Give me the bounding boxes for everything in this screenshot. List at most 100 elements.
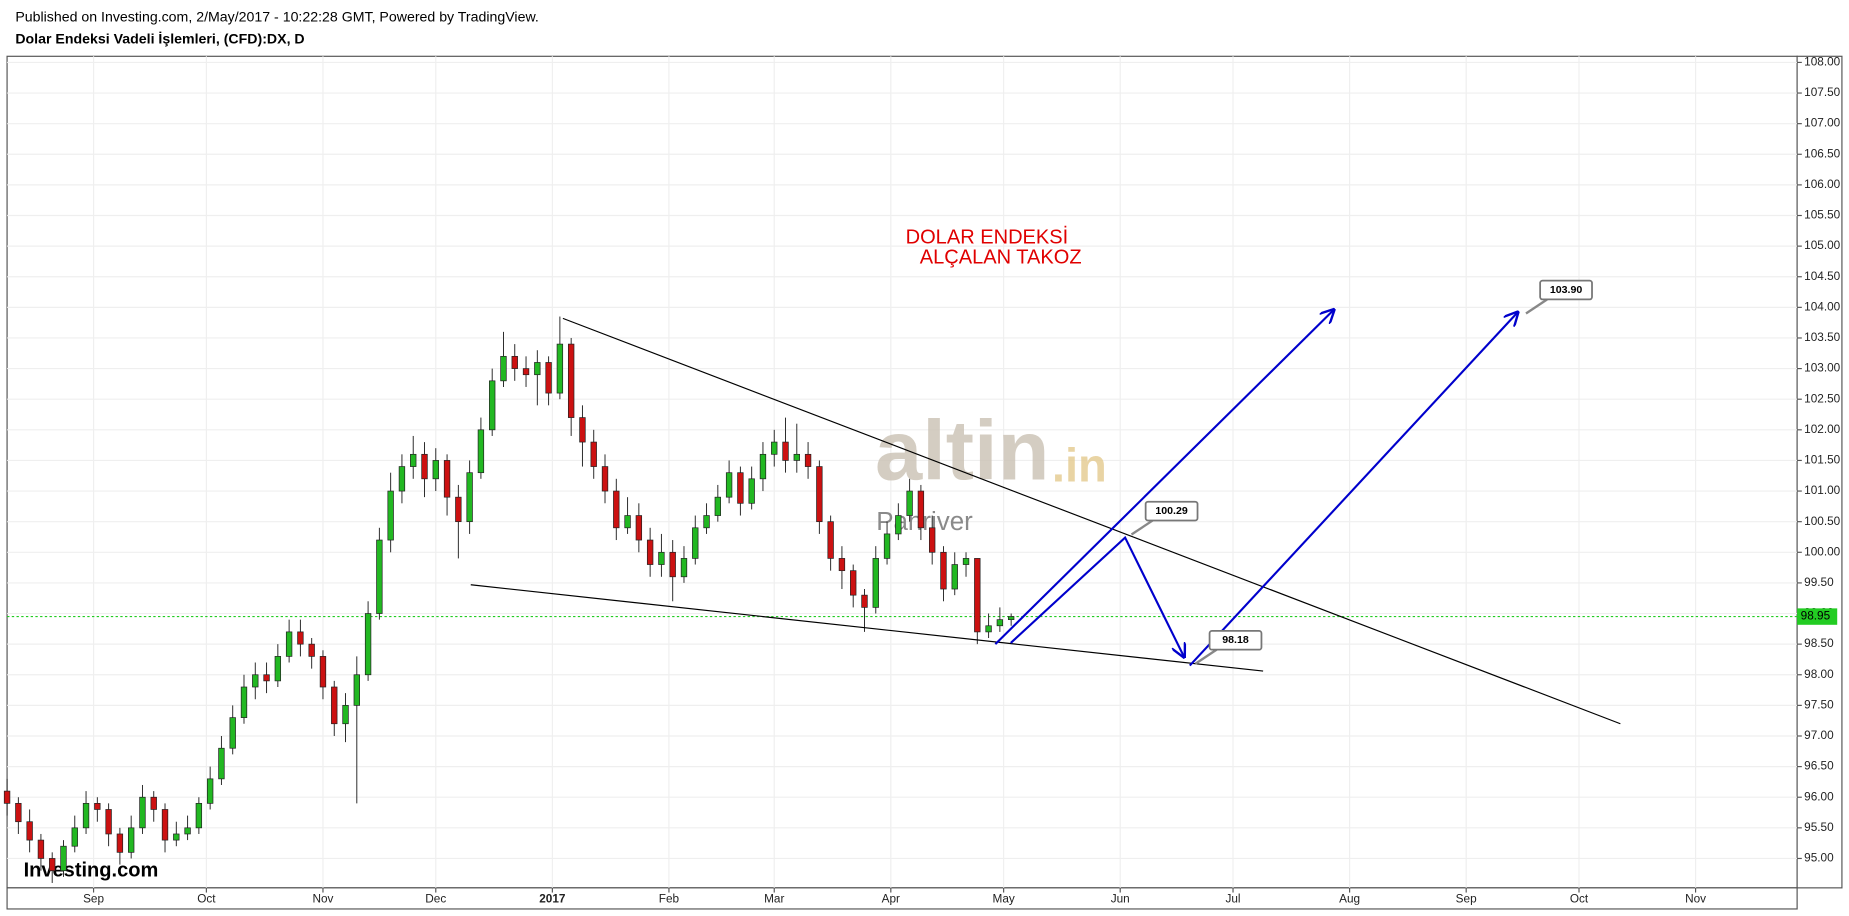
candle-body	[161, 809, 169, 841]
candle-body	[692, 527, 699, 559]
y-tick-label: 98.00	[1804, 668, 1834, 681]
candle-body	[49, 858, 56, 872]
candle-body	[71, 827, 78, 847]
candle-body	[714, 496, 722, 516]
candle-body	[895, 515, 902, 535]
candle-body	[771, 441, 778, 455]
x-tick-label: Dec	[425, 893, 446, 906]
grid	[7, 56, 1798, 888]
arrow	[1189, 312, 1518, 667]
trendline	[562, 317, 1621, 725]
candle-body	[759, 453, 767, 480]
watermark-main: altin	[875, 403, 1050, 498]
time-axis	[6, 887, 1798, 910]
marks: 100.29 98.18 103.90	[3, 279, 1798, 883]
watermark-suffix: .in	[1052, 439, 1107, 492]
candle-body	[319, 656, 327, 688]
candle-body	[94, 802, 101, 810]
candle-body	[455, 496, 462, 523]
candle-body	[646, 539, 654, 565]
candle-body	[353, 674, 360, 706]
candle-body	[793, 453, 800, 461]
candle-body	[116, 833, 124, 853]
trendline	[470, 584, 1264, 672]
x-tick-label: Nov	[1685, 893, 1706, 906]
candle-body	[838, 558, 846, 572]
candle-body	[466, 472, 473, 523]
x-tick-label: Oct	[197, 893, 216, 906]
candle-body	[567, 343, 575, 418]
candle-body	[522, 368, 530, 376]
candle-body	[82, 802, 90, 829]
candle-body	[331, 686, 338, 725]
candle-body	[37, 839, 45, 859]
y-tick-label: 108.00	[1804, 56, 1841, 69]
candle-body	[263, 674, 270, 682]
x-tick-label: Sep	[1456, 893, 1477, 906]
candle-body	[274, 656, 282, 682]
y-tick-label: 97.50	[1804, 699, 1834, 712]
candle-body	[883, 533, 891, 559]
symbol-title: Dolar Endeksi Vadeli İşlemleri, (CFD):DX…	[15, 31, 304, 47]
y-tick-label: 105.50	[1804, 209, 1841, 222]
y-tick-label: 95.50	[1804, 821, 1834, 834]
candle-body	[827, 521, 834, 559]
candle-body	[804, 453, 812, 467]
candle-body	[252, 674, 259, 688]
candle-body	[624, 515, 631, 529]
candle-body	[782, 441, 789, 461]
candle-body	[139, 796, 146, 829]
candle-body	[297, 631, 304, 645]
candle-body	[364, 613, 372, 676]
y-tick-label: 101.50	[1804, 454, 1841, 467]
x-tick-label: Oct	[1570, 893, 1589, 906]
candle-body	[173, 833, 180, 841]
candle-body	[229, 717, 236, 749]
candle-body	[613, 490, 620, 529]
y-tick-label: 106.50	[1804, 147, 1841, 160]
y-tick-label: 102.50	[1804, 392, 1841, 405]
callout-pointer	[1194, 648, 1218, 665]
candle-body	[477, 429, 485, 474]
candle-body	[410, 453, 417, 467]
logo: Investing.com	[24, 860, 159, 882]
candle-body	[534, 362, 541, 376]
candle-body	[725, 472, 733, 498]
y-tick-label: 100.50	[1804, 515, 1841, 528]
x-tick-label: Feb	[659, 893, 680, 906]
arrow	[994, 310, 1333, 645]
candle-body	[703, 515, 710, 529]
y-tick-label: 104.00	[1804, 300, 1841, 313]
candle-body	[951, 564, 958, 590]
candle-body	[128, 827, 135, 853]
x-tick-label: Jul	[1225, 893, 1240, 906]
y-tick-label: 106.00	[1804, 178, 1841, 191]
candle-body	[850, 570, 857, 596]
candle-body	[105, 809, 112, 835]
candle-body	[590, 441, 597, 467]
callout-label: 98.18	[1222, 634, 1249, 646]
candle-body	[387, 490, 394, 541]
candle-body	[240, 686, 248, 718]
y-tick-label: 97.00	[1804, 729, 1834, 742]
y-tick-label: 98.50	[1804, 637, 1834, 650]
y-tick-label: 104.50	[1804, 270, 1841, 283]
candle-body	[816, 466, 823, 523]
y-tick-label: 107.00	[1804, 117, 1841, 130]
candle-body	[680, 558, 688, 578]
candle-body	[15, 802, 22, 823]
candle-body	[669, 551, 676, 578]
candle-body	[929, 527, 936, 553]
x-tick-label: Jun	[1111, 893, 1130, 906]
annotation-line-1: DOLAR ENDEKSİ	[906, 225, 1069, 248]
y-tick-label: 105.00	[1804, 239, 1841, 252]
candle-body	[906, 490, 913, 516]
candle-body	[150, 796, 157, 810]
candle-body	[996, 619, 1004, 627]
candle-body	[737, 472, 744, 504]
candle-body	[511, 355, 518, 369]
y-tick-label: 103.00	[1804, 362, 1841, 375]
callout-box	[1144, 500, 1199, 522]
candle-body	[748, 478, 755, 504]
